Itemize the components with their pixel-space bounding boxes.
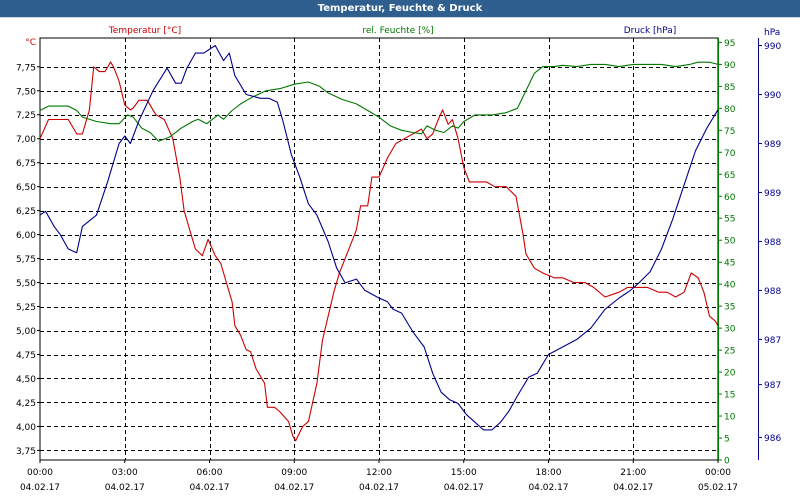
humidity-tick-label: 5 <box>724 435 730 445</box>
humidity-tick-label: 70 <box>724 149 736 159</box>
humidity-tick-label: 10 <box>724 413 736 423</box>
temperature-tick-label: 7,00 <box>16 135 36 145</box>
humidity-tick-label: 20 <box>724 369 736 379</box>
x-tick-date-label: 04.02.17 <box>613 483 653 493</box>
pressure-tick-label: 988 <box>764 287 781 297</box>
humidity-tick-label: 90 <box>724 61 736 71</box>
pressure-tick-label: 986 <box>764 434 781 444</box>
temperature-tick-label: 7,50 <box>16 87 36 97</box>
series-line-humidity <box>39 61 719 142</box>
pressure-tick-label: 990 <box>764 42 781 52</box>
x-tick-time-label: 09:00 <box>281 468 307 478</box>
temperature-tick-label: 6,50 <box>16 183 36 193</box>
x-tick-time-label: 00:00 <box>27 468 53 478</box>
pressure-unit-label: hPa <box>764 28 780 38</box>
temperature-tick-label: 5,00 <box>16 327 36 337</box>
humidity-tick-label: 85 <box>724 83 735 93</box>
x-tick-date-label: 04.02.17 <box>274 483 314 493</box>
temperature-tick-label: 4,50 <box>16 375 36 385</box>
humidity-tick-label: 0 <box>724 457 730 467</box>
pressure-tick-label: 987 <box>764 381 781 391</box>
temperature-tick-label: 3,75 <box>16 447 36 457</box>
temperature-tick-label: 4,75 <box>16 351 36 361</box>
x-tick-date-label: 04.02.17 <box>105 483 145 493</box>
x-tick-date-label: 04.02.17 <box>359 483 399 493</box>
temperature-tick-label: 7,75 <box>16 63 36 73</box>
pressure-tick-label: 989 <box>764 189 781 199</box>
temperature-tick-label: 7,25 <box>16 111 36 121</box>
temperature-tick-label: 4,00 <box>16 423 36 433</box>
series-line-pressure <box>39 44 719 431</box>
x-tick-date-label: 04.02.17 <box>20 483 60 493</box>
pressure-tick-label: 990 <box>764 91 781 101</box>
temperature-tick-label: 6,00 <box>16 231 36 241</box>
humidity-tick-label: 30 <box>724 325 736 335</box>
temperature-tick-label: 6,75 <box>16 159 36 169</box>
humidity-tick-label: 40 <box>724 281 736 291</box>
humidity-tick-label: 95 <box>724 39 735 49</box>
humidity-tick-label: 55 <box>724 215 735 225</box>
pressure-axis-title: Druck [hPa] <box>624 26 677 36</box>
x-tick-date-label: 04.02.17 <box>528 483 568 493</box>
pressure-tick-label: 987 <box>764 336 781 346</box>
pressure-tick-label: 988 <box>764 238 781 248</box>
humidity-tick-label: 45 <box>724 259 735 269</box>
x-tick-time-label: 21:00 <box>620 468 646 478</box>
x-tick-date-label: 04.02.17 <box>189 483 229 493</box>
humidity-tick-label: 60 <box>724 193 736 203</box>
pressure-tick-label: 989 <box>764 140 781 150</box>
humidity-tick-label: 50 <box>724 237 736 247</box>
humidity-axis-title: rel. Feuchte [%] <box>362 26 433 36</box>
temperature-tick-label: 5,25 <box>16 303 36 313</box>
x-tick-date-label: 05.02.17 <box>698 483 738 493</box>
temperature-tick-label: 5,50 <box>16 279 36 289</box>
humidity-tick-label: 75 <box>724 127 735 137</box>
humidity-tick-label: 65 <box>724 171 735 181</box>
temperature-tick-label: 6,25 <box>16 207 36 217</box>
x-tick-time-label: 18:00 <box>536 468 562 478</box>
temperature-tick-label: 5,75 <box>16 255 36 265</box>
humidity-tick-label: 35 <box>724 303 735 313</box>
temperature-tick-label: 4,25 <box>16 399 36 409</box>
x-tick-time-label: 15:00 <box>451 468 477 478</box>
x-tick-time-label: 03:00 <box>112 468 138 478</box>
chart-title: Temperatur, Feuchte & Druck <box>0 0 800 18</box>
humidity-tick-label: 15 <box>724 391 735 401</box>
temperature-axis-title: Temperatur [°C] <box>108 26 181 36</box>
x-tick-date-label: 04.02.17 <box>444 483 484 493</box>
humidity-tick-label: 80 <box>724 105 736 115</box>
humidity-tick-label: 25 <box>724 347 735 357</box>
x-tick-time-label: 00:00 <box>705 468 731 478</box>
temperature-unit-label: °C <box>25 38 36 48</box>
x-tick-time-label: 12:00 <box>366 468 392 478</box>
x-tick-time-label: 06:00 <box>197 468 223 478</box>
